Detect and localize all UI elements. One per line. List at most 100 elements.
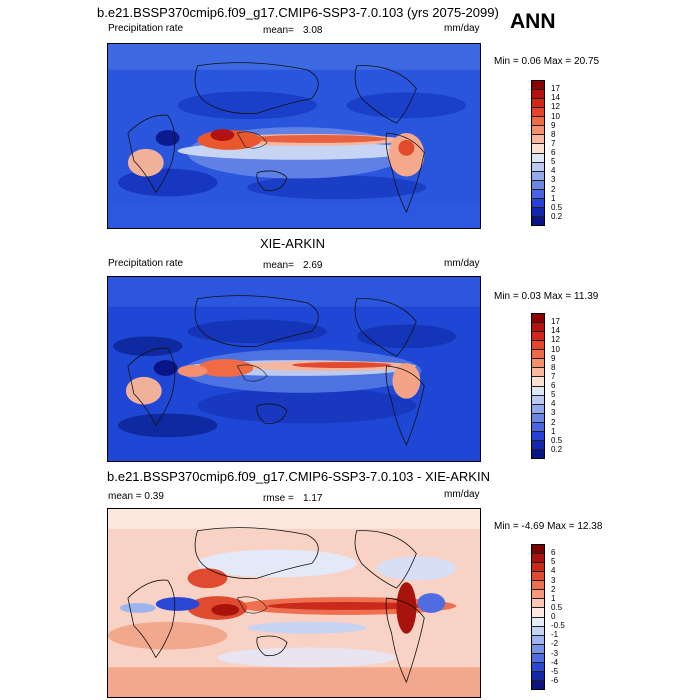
colorbar-tick-label: -1 [551,630,559,640]
colorbar-tick-label: -6 [551,675,559,685]
panel2-title: XIE-ARKIN [260,236,326,251]
colorbar-segment [532,395,544,405]
colorbar-tick-label: 0.5 [551,602,563,612]
colorbar-tick-label: 17 [551,317,560,327]
colorbar-segment [532,117,544,127]
colorbar-segment [532,171,544,181]
colorbar-segment [532,359,544,369]
colorbar-tick-label: 4 [551,399,556,409]
panel1-min-max: Min = 0.06 Max = 20.75 [494,56,600,67]
colorbar-segment [532,377,544,387]
colorbar-segment [532,449,544,458]
colorbar-tick-label: 5 [551,557,556,567]
colorbar-segment [532,413,544,423]
colorbar-segment [532,207,544,217]
panel2-colorbar [531,313,545,459]
colorbar-tick-label: 10 [551,111,560,121]
colorbar-tick-label: 3 [551,575,556,585]
colorbar-segment [532,198,544,208]
colorbar-tick-label: 1 [551,593,556,603]
colorbar-tick-label: 12 [551,102,560,112]
colorbar-segment [532,422,544,432]
colorbar-segment [532,180,544,190]
colorbar-tick-label: 3 [551,175,556,185]
colorbar-tick-label: 10 [551,344,560,354]
colorbar-segment [532,144,544,154]
colorbar-segment [532,99,544,109]
colorbar-segment [532,626,544,636]
colorbar-segment [532,599,544,609]
colorbar-tick-label: 2 [551,184,556,194]
colorbar-tick-label: 4 [551,566,556,576]
colorbar-segment [532,662,544,672]
colorbar-segment [532,368,544,378]
panel3-map [107,508,481,698]
colorbar-tick-label: 2 [551,584,556,594]
panel3-min-max: Min = -4.69 Max = 12.38 [494,521,603,532]
colorbar-segment [532,189,544,199]
colorbar-tick-label: -5 [551,666,559,676]
colorbar-segment [532,545,544,555]
panel1-stat-label: mean= [263,25,294,36]
colorbar-tick-label: 7 [551,138,556,148]
colorbar-tick-label: 14 [551,326,560,336]
panel3-title: b.e21.BSSP370cmip6.f09_g17.CMIP6-SSP3-7.… [107,469,490,484]
panel1-colorbar [531,80,545,226]
colorbar-tick-label: 1 [551,193,556,203]
colorbar-segment [532,581,544,591]
colorbar-segment [532,135,544,145]
colorbar-segment [532,644,544,654]
colorbar-tick-label: 14 [551,93,560,103]
colorbar-segment [532,431,544,441]
colorbar-segment [532,671,544,681]
panel3-units: mm/day [444,489,480,500]
colorbar-tick-label: 0.2 [551,444,563,454]
colorbar-tick-label: 0.5 [551,202,563,212]
colorbar-segment [532,617,544,627]
colorbar-segment [532,323,544,333]
colorbar-tick-label: 6 [551,381,556,390]
panel2-stat-label: mean= [263,260,294,271]
panel2-stat-value: 2.69 [303,260,323,271]
colorbar-tick-label: 9 [551,120,556,130]
colorbar-segment [532,653,544,663]
panel2-min-max: Min = 0.03 Max = 11.39 [494,291,599,302]
panel1-map [107,43,481,229]
colorbar-segment [532,90,544,100]
colorbar-segment [532,81,544,91]
panel1-units: mm/day [444,23,480,34]
colorbar-tick-label: 2 [551,417,556,427]
colorbar-segment [532,680,544,689]
colorbar-segment [532,440,544,450]
colorbar-tick-label: 6 [551,548,556,558]
colorbar-tick-label: 8 [551,362,556,372]
colorbar-tick-label: -2 [551,639,559,649]
colorbar-segment [532,572,544,582]
colorbar-tick-label: 0.2 [551,211,563,221]
colorbar-segment [532,404,544,414]
colorbar-tick-label: -0.5 [551,621,565,631]
panel1-title: b.e21.BSSP370cmip6.f09_g17.CMIP6-SSP3-7.… [97,5,499,20]
colorbar-segment [532,554,544,564]
colorbar-segment [532,314,544,324]
panel3-left-label: mean = 0.39 [108,491,164,502]
colorbar-tick-label: 3 [551,408,556,418]
colorbar-tick-label: 0.5 [551,435,563,445]
colorbar-tick-label: 12 [551,335,560,345]
panel3-stat-label: rmse = [263,493,294,504]
colorbar-segment [532,341,544,351]
panel3-colorbar [531,544,545,690]
colorbar-segment [532,590,544,600]
colorbar-tick-label: 4 [551,166,556,176]
colorbar-segment [532,108,544,118]
colorbar-tick-label: 5 [551,157,556,167]
colorbar-segment [532,608,544,618]
season-label: ANN [510,10,556,33]
colorbar-tick-label: 17 [551,84,560,94]
colorbar-tick-label: 6 [551,148,556,157]
panel2-left-label: Precipitation rate [108,258,184,269]
colorbar-segment [532,350,544,360]
colorbar-tick-label: 8 [551,129,556,139]
colorbar-segment [532,153,544,163]
colorbar-tick-label: 9 [551,353,556,363]
